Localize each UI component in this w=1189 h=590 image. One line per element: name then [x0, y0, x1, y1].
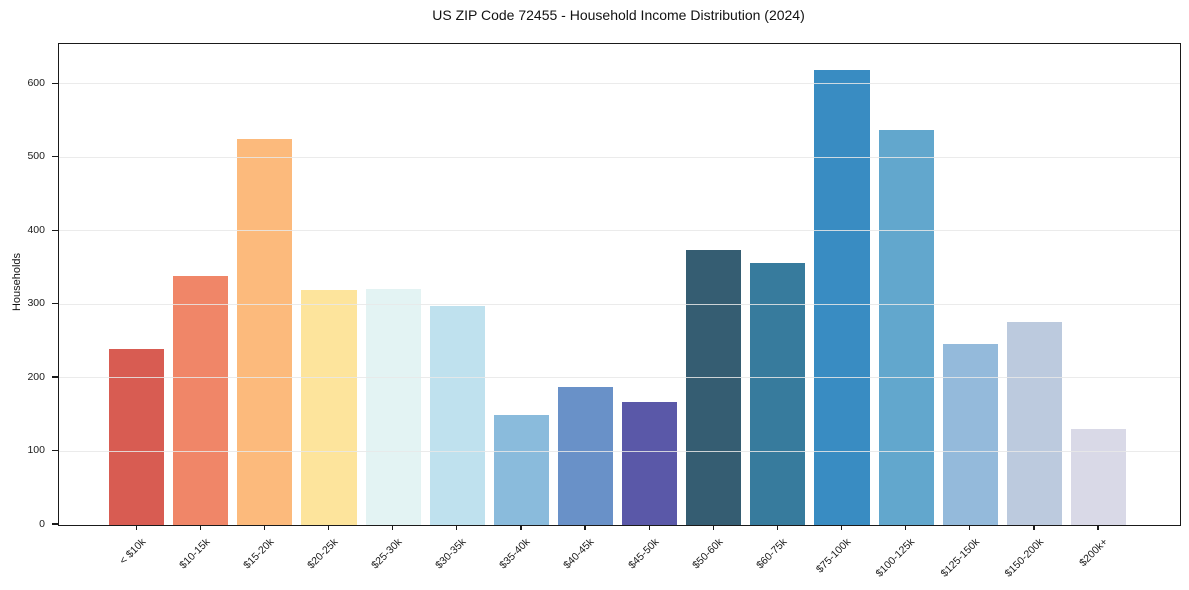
x-tick-label: $150-200k: [1002, 535, 1046, 580]
bar-$15-20k: [237, 139, 293, 525]
x-tick-label: $45-50k: [625, 535, 662, 571]
x-tick-cell: $125-150k: [938, 525, 997, 586]
bar-$100-125k: [878, 129, 934, 525]
bar-< $10k: [109, 348, 165, 525]
y-axis: 0 100 200 300 400 500 600: [0, 43, 58, 529]
x-tick-cell: $20-25k: [300, 525, 355, 586]
y-tick-label: 100: [27, 444, 45, 457]
x-tick-label: $35-40k: [497, 535, 533, 571]
y-tick-label: 400: [27, 223, 45, 236]
gridline-200: [59, 377, 1180, 379]
x-tick-mark: [648, 525, 650, 530]
x-tick-cell: $30-35k: [429, 525, 484, 586]
bar-$10-15k: [173, 276, 229, 525]
x-tick-mark: [1033, 525, 1035, 530]
bar-$25-30k: [365, 288, 421, 525]
y-tick-label: 600: [27, 76, 45, 89]
x-tick-mark: [199, 525, 201, 530]
gridline-100: [59, 450, 1180, 452]
x-tick-mark: [392, 525, 394, 530]
y-tick-mark: [52, 229, 58, 231]
y-tick-label: 500: [27, 150, 45, 163]
y-tick-mark: [52, 376, 58, 378]
gridline-300: [59, 303, 1180, 305]
x-tick-label: $20-25k: [305, 535, 341, 571]
x-tick-mark: [969, 525, 971, 530]
bar-$200k+: [1070, 428, 1126, 525]
x-tick-label: $200k+: [1076, 535, 1110, 569]
x-tick-label: $30-35k: [433, 535, 469, 571]
bar-$35-40k: [493, 414, 549, 525]
x-tick-mark: [263, 525, 265, 530]
x-tick-cell: $100-125k: [874, 525, 933, 586]
x-tick-cell: $40-45k: [557, 525, 612, 586]
x-tick-cell: $150-200k: [1002, 525, 1061, 586]
y-tick-mark: [52, 449, 58, 452]
y-tick-label: 300: [27, 297, 45, 310]
x-tick-mark: [840, 525, 843, 530]
x-tick-mark: [456, 525, 458, 530]
bar-$20-25k: [301, 290, 357, 525]
y-tick-label: 0: [39, 517, 45, 530]
x-tick-label: $25-30k: [369, 535, 405, 571]
x-tick-cell: $10-15k: [172, 525, 227, 586]
x-tick-label: $40-45k: [561, 535, 597, 571]
x-tick-cell: $75-100k: [813, 525, 868, 586]
bar-$40-45k: [557, 386, 613, 525]
x-tick-cell: $35-40k: [493, 525, 548, 586]
gridline-500: [59, 156, 1180, 158]
bar-$45-50k: [622, 401, 678, 525]
x-tick-mark: [712, 525, 714, 530]
x-tick-cell: < $10k: [108, 525, 163, 586]
x-axis: < $10k $10-15k $15-20k $20-25k $25-30k $30-35…: [58, 525, 1179, 586]
x-tick-cell: $25-30k: [365, 525, 420, 586]
x-tick-mark: [520, 525, 522, 530]
bar-$60-75k: [750, 262, 806, 525]
x-tick-cell: $50-60k: [685, 525, 740, 586]
bar-$30-35k: [429, 306, 485, 525]
bar-$75-100k: [814, 69, 870, 525]
x-tick-mark: [1097, 525, 1099, 530]
x-tick-mark: [905, 525, 907, 530]
x-tick-cell: $200k+: [1070, 525, 1125, 586]
x-tick-label: < $10k: [117, 535, 149, 567]
x-tick-cell: $45-50k: [621, 525, 676, 586]
x-tick-mark: [135, 525, 137, 530]
bar-$125-150k: [942, 343, 998, 525]
x-tick-cell: $15-20k: [236, 525, 291, 586]
y-tick-mark: [52, 156, 58, 158]
x-tick-label: $50-60k: [689, 535, 726, 571]
bars-container: [59, 44, 1180, 525]
x-tick-mark: [584, 525, 586, 530]
x-tick-label: $15-20k: [240, 535, 277, 571]
bar-$50-60k: [686, 250, 742, 525]
chart-title: US ZIP Code 72455 - Household Income Dis…: [432, 7, 805, 23]
x-tick-label: $125-150k: [938, 535, 982, 580]
bar-$150-200k: [1006, 321, 1062, 525]
x-tick-mark: [327, 525, 330, 530]
y-tick-label: 200: [27, 370, 45, 383]
x-tick-label: $100-125k: [873, 535, 918, 580]
y-tick-mark: [52, 523, 58, 525]
x-tick-mark: [776, 525, 778, 530]
gridline-600: [59, 83, 1180, 85]
gridline-400: [59, 230, 1180, 232]
x-tick-label: $10-15k: [176, 535, 213, 571]
x-tick-cell: $60-75k: [749, 525, 804, 586]
x-tick-label: $60-75k: [753, 535, 790, 571]
y-tick-mark: [52, 82, 58, 84]
plot-area: [58, 43, 1181, 526]
y-tick-mark: [52, 303, 58, 305]
x-tick-label: $75-100k: [813, 535, 854, 575]
